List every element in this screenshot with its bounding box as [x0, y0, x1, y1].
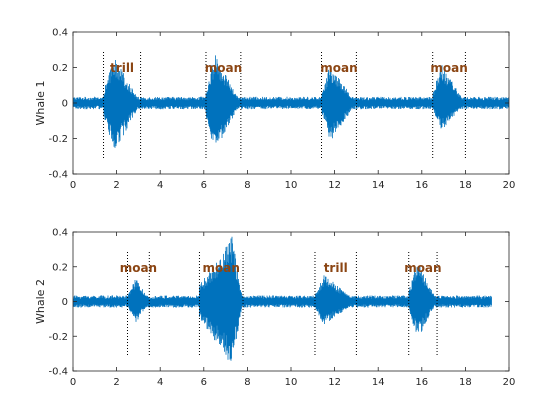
y-axis-label: Whale 2 [34, 279, 47, 324]
y-tick-label: 0.4 [52, 28, 68, 39]
x-tick-label: 10 [285, 180, 298, 191]
waveform-series [73, 55, 509, 148]
call-label: trill [324, 261, 348, 275]
x-tick-label: 14 [372, 377, 385, 388]
x-tick-label: 2 [113, 377, 119, 388]
call-label: trill [110, 61, 134, 75]
y-tick-label: 0.2 [52, 63, 68, 74]
x-tick-label: 12 [328, 377, 341, 388]
x-tick-label: 10 [285, 377, 298, 388]
x-tick-label: 4 [157, 377, 163, 388]
x-tick-label: 4 [157, 180, 163, 191]
x-tick-label: 2 [113, 180, 119, 191]
x-tick-label: 18 [459, 377, 472, 388]
whale-1-axes: trill moan moan moan 0 2 4 6 8 10 12 14 16 18 20 -0.4 -0… [34, 28, 515, 192]
call-label: moan [203, 261, 240, 275]
x-tick-label: 16 [415, 377, 428, 388]
y-tick-label: 0.2 [52, 262, 68, 273]
y-tick-label: -0.2 [48, 134, 68, 145]
x-tick-label: 6 [201, 377, 207, 388]
x-tick-label: 20 [503, 377, 516, 388]
x-tick-label: 0 [70, 180, 76, 191]
x-tick-label: 8 [244, 377, 250, 388]
x-tick-label: 20 [503, 180, 516, 191]
x-tick-label: 6 [201, 180, 207, 191]
x-tick-label: 18 [459, 180, 472, 191]
x-tick-label: 12 [328, 180, 341, 191]
waveform-series [73, 236, 492, 361]
x-tick-label: 8 [244, 180, 250, 191]
y-tick-label: -0.4 [48, 170, 68, 181]
x-tick-label: 0 [70, 377, 76, 388]
call-label: moan [430, 61, 467, 75]
y-axis-label: Whale 1 [34, 81, 47, 126]
call-label: moan [320, 61, 357, 75]
y-tick-label: -0.4 [48, 367, 68, 378]
y-tick-label: 0 [62, 99, 68, 110]
x-tick-label: 16 [415, 180, 428, 191]
whale-2-axes: moan moan trill moan 0 2 4 6 8 10 12 14 16 18 20 -0.4 -0… [34, 228, 515, 389]
y-tick-label: 0 [62, 297, 68, 308]
call-label: moan [120, 261, 157, 275]
call-label: moan [404, 261, 441, 275]
x-tick-label: 14 [372, 180, 385, 191]
y-tick-label: 0.4 [52, 228, 68, 239]
y-tick-label: -0.2 [48, 332, 68, 343]
call-label: moan [205, 61, 242, 75]
